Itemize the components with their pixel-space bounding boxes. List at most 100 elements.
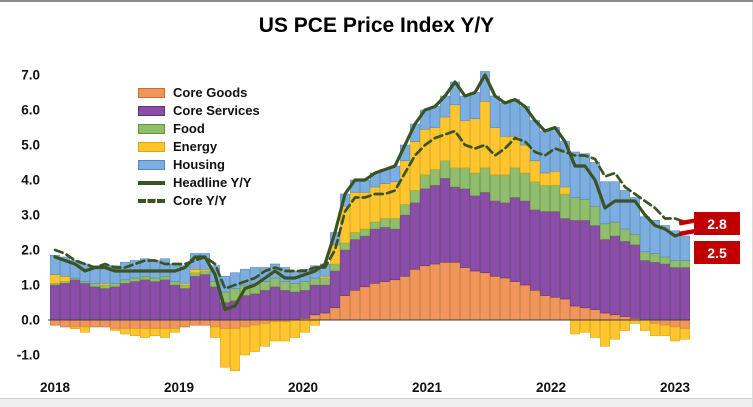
bar-segment-core-goods [130,319,140,330]
bar-segment-energy [70,326,80,330]
legend-swatch-icon [138,87,165,98]
legend-label: Food [173,121,205,136]
bar-segment-food [140,275,150,281]
bar-segment-energy [630,319,640,324]
legend-item-headline-y-y: Headline Y/Y [138,175,260,190]
bar-segment-food [550,184,560,212]
bar-segment-energy [510,135,520,169]
bar-segment-energy [270,321,280,342]
bar-segment-housing [60,256,70,277]
legend-item-core-y-y: Core Y/Y [138,193,260,208]
bar-segment-housing [170,263,180,282]
bar-segment-core-goods [610,314,620,321]
x-axis-label: 2020 [288,380,318,395]
bar-segment-food [330,263,340,272]
bar-segment-core-services [340,249,350,296]
legend-label: Core Services [173,103,260,118]
bar-segment-energy [120,328,130,335]
bar-segment-core-services [520,200,530,286]
bar-segment-food [400,204,410,216]
bar-segment-housing [460,95,470,121]
bar-segment-core-goods [440,261,450,321]
bar-segment-core-services [530,209,540,291]
bar-segment-energy [50,274,60,284]
bar-segment-food [360,228,370,237]
bar-segment-core-services [460,188,470,268]
bar-segment-food [380,218,390,228]
bar-segment-energy [590,319,600,338]
bar-segment-core-goods [90,319,100,328]
legend-swatch-icon [138,159,165,170]
bar-segment-food [300,281,310,291]
bar-segment-food [460,167,470,190]
bar-segment-core-services [60,282,70,321]
bar-segment-food [200,270,210,275]
bar-segment-core-services [560,218,570,300]
bar-segment-housing [530,120,540,162]
bar-segment-food [270,277,280,288]
bar-segment-core-goods [580,307,590,321]
bar-segment-energy [300,319,310,333]
bar-segment-core-goods [170,319,180,330]
bar-segment-core-services [590,225,600,310]
bar-segment-core-services [200,274,210,321]
bar-segment-food [630,233,640,246]
bar-segment-core-services [190,275,200,321]
bar-segment-core-goods [560,298,570,321]
headline-end-marker [678,228,697,236]
bar-segment-core-goods [410,268,420,321]
legend-item-energy: Energy [138,139,260,154]
bar-segment-core-goods [310,314,320,321]
bar-segment-food [150,277,160,282]
bar-segment-energy [600,319,610,347]
bar-segment-energy [410,141,420,191]
bar-segment-core-goods [390,279,400,321]
bar-segment-energy [210,326,220,338]
bar-segment-core-goods [250,319,260,326]
bar-segment-housing [640,216,650,253]
bar-segment-core-goods [660,319,670,326]
bar-segment-energy [620,319,630,331]
bar-segment-food [440,160,450,179]
bar-segment-core-services [390,228,400,281]
bar-segment-food [450,167,460,188]
bar-segment-food [120,279,130,284]
bar-segment-core-services [660,263,670,321]
bar-segment-core-goods [320,312,330,321]
bar-segment-food [480,167,490,193]
bar-segment-housing [110,265,120,284]
y-axis-label: 7.0 [21,68,40,83]
bar-segment-core-goods [550,296,560,321]
bar-segment-core-goods [450,261,460,321]
legend-swatch-icon [138,105,165,116]
bar-segment-core-goods [60,319,70,328]
bar-segment-core-goods [370,282,380,321]
bar-segment-energy [540,172,550,186]
bar-segment-core-services [90,286,100,321]
y-axis-label: -1.0 [17,348,40,363]
bar-segment-core-goods [70,319,80,328]
x-axis-label: 2023 [660,380,691,395]
bar-segment-core-goods [350,289,360,321]
bar-segment-core-goods [420,265,430,321]
bar-segment-core-goods [240,319,250,328]
bar-segment-energy [380,183,390,219]
bar-segment-core-services [100,288,110,321]
bar-segment-housing [150,260,160,279]
legend-label: Core Y/Y [173,193,227,208]
bar-segment-food [500,174,510,204]
bar-segment-food [650,253,660,263]
bar-segment-housing [70,260,80,279]
bar-segment-housing [650,219,660,254]
bar-segment-core-services [350,239,360,291]
x-axis-label: 2019 [164,380,194,395]
legend-item-food: Food [138,121,260,136]
y-axis-label: 2.0 [21,243,40,258]
bar-segment-core-services [70,279,80,321]
bar-segment-core-services [400,214,410,277]
bar-segment-core-services [270,286,280,321]
bar-segment-energy [560,186,570,195]
bar-segment-core-services [640,260,650,321]
legend-swatch-icon [138,141,165,152]
bar-segment-food [290,282,300,293]
